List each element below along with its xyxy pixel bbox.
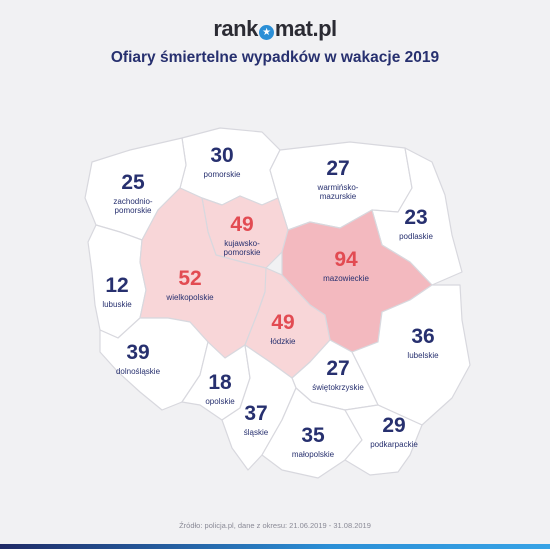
region-name: podlaskie	[399, 232, 433, 241]
region-label-lubelskie: 36 lubelskie	[407, 325, 439, 361]
region-name: świętokrzyskie	[312, 383, 364, 392]
region-value: 27	[326, 157, 350, 180]
region-value: 27	[326, 357, 350, 380]
region-value: 52	[178, 267, 202, 290]
region-value: 25	[121, 171, 145, 194]
region-label-podkarpackie: 29 podkarpackie	[370, 414, 418, 450]
region-podkarpackie[interactable]	[344, 404, 423, 476]
region-label-wielkopolskie: 52 wielkopolskie	[166, 267, 214, 303]
region-name: mazowieckie	[323, 274, 369, 283]
region-value: 39	[126, 341, 150, 364]
region-label-malopolskie: 35 małopolskie	[291, 424, 335, 460]
region-label-opolskie: 18 opolskie	[205, 371, 235, 407]
logo: rank ★ mat.pl	[0, 16, 550, 42]
region-label-mazowieckie: 94 mazowieckie	[323, 248, 369, 284]
region-name: wielkopolskie	[166, 293, 214, 302]
bottom-bar	[0, 544, 550, 549]
region-slaskie[interactable]	[221, 344, 297, 471]
region-value: 94	[334, 248, 358, 271]
region-value: 18	[208, 371, 232, 394]
region-name: łódzkie	[270, 337, 296, 346]
region-label-kujawsko-pomorskie: 49 kujawsko- pomorskie	[223, 213, 261, 258]
region-label-warminsko-mazurskie: 27 warmińsko- mazurskie	[317, 157, 359, 202]
region-label-zachodniopomorskie: 25 zachodnio- pomorskie	[113, 171, 153, 216]
region-malopolskie[interactable]	[261, 387, 363, 479]
region-label-lodzkie: 49 łódzkie	[270, 311, 296, 347]
region-name: lubuskie	[102, 300, 132, 309]
region-name: małopolskie	[291, 450, 335, 459]
region-value: 30	[210, 144, 234, 167]
region-label-slaskie: 37 śląskie	[243, 402, 269, 438]
region-value: 49	[271, 311, 295, 334]
region-label-podlaskie: 23 podlaskie	[399, 206, 433, 242]
region-label-swietokrzyskie: 27 świętokrzyskie	[312, 357, 364, 393]
star-icon: ★	[258, 25, 274, 40]
region-label-lubuskie: 12 lubuskie	[102, 274, 132, 310]
region-name: pomorskie	[203, 170, 241, 179]
region-label-pomorskie: 30 pomorskie	[203, 144, 241, 180]
logo-text-start: rank	[213, 16, 258, 41]
region-name: lubelskie	[407, 351, 439, 360]
region-name: podkarpackie	[370, 440, 418, 449]
region-value: 37	[244, 402, 268, 425]
region-value: 23	[404, 206, 428, 229]
region-name: dolnośląskie	[115, 367, 161, 376]
source-note: Źródło: policja.pl, dane z okresu: 21.06…	[179, 521, 371, 530]
region-name: zachodnio- pomorskie	[113, 197, 153, 215]
region-name: opolskie	[205, 397, 235, 406]
region-value: 35	[301, 424, 325, 447]
map-title: Ofiary śmiertelne wypadków w wakacje 201…	[110, 49, 440, 66]
region-name: śląskie	[243, 428, 269, 437]
region-value: 49	[230, 213, 254, 236]
region-value: 36	[411, 325, 435, 348]
region-name: warmińsko- mazurskie	[317, 183, 359, 201]
region-label-dolnoslaskie: 39 dolnośląskie	[115, 341, 161, 377]
region-name: kujawsko- pomorskie	[223, 239, 261, 257]
region-value: 29	[382, 414, 406, 437]
logo-text-end: mat.pl	[274, 16, 337, 41]
region-value: 12	[105, 274, 129, 297]
